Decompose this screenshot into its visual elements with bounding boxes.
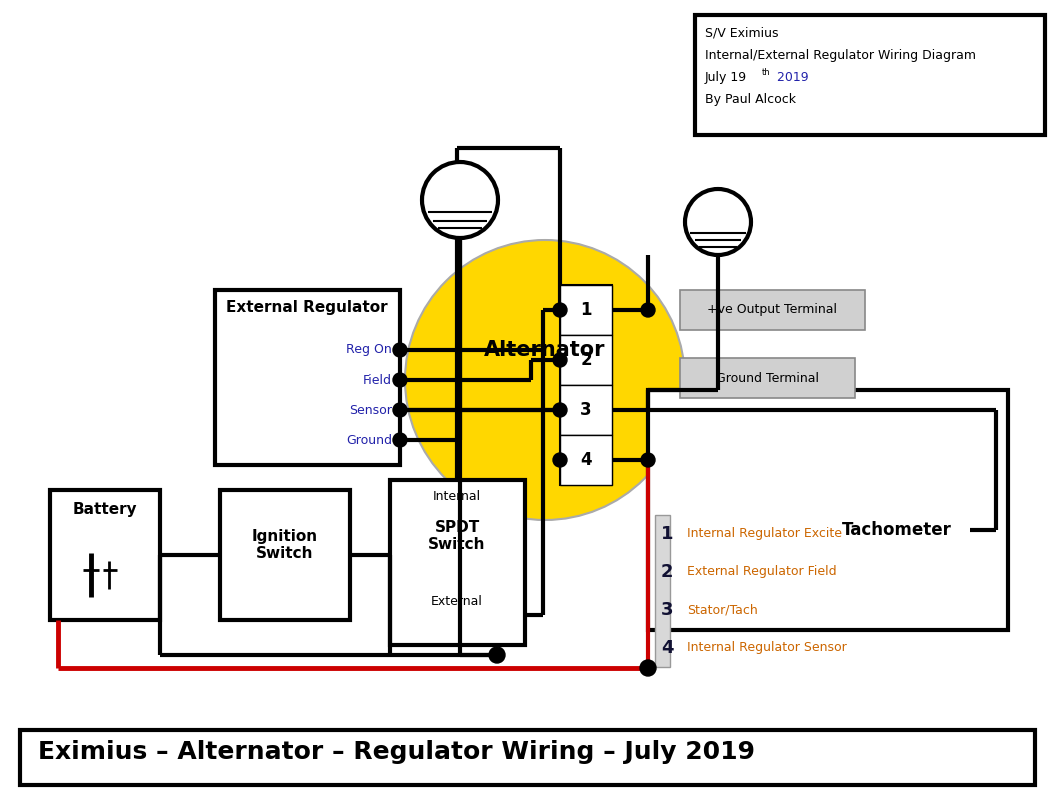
Circle shape xyxy=(394,434,406,446)
Circle shape xyxy=(685,189,751,255)
Text: Sensor: Sensor xyxy=(349,403,393,417)
Text: External Regulator Field: External Regulator Field xyxy=(687,565,837,579)
Bar xyxy=(560,285,612,335)
Circle shape xyxy=(489,647,505,663)
Text: July 19: July 19 xyxy=(705,71,747,84)
Text: Ground: Ground xyxy=(346,434,393,446)
Circle shape xyxy=(640,660,656,676)
Bar xyxy=(825,480,970,580)
Circle shape xyxy=(641,453,655,467)
Circle shape xyxy=(393,343,407,357)
Bar xyxy=(215,290,400,465)
Text: +ve Output Terminal: +ve Output Terminal xyxy=(707,303,837,317)
Circle shape xyxy=(641,303,655,317)
Text: 1: 1 xyxy=(661,525,673,543)
Text: Internal: Internal xyxy=(433,490,481,503)
Bar xyxy=(50,490,160,620)
Text: Ground Terminal: Ground Terminal xyxy=(715,372,819,384)
Bar xyxy=(695,15,1045,135)
Text: 2: 2 xyxy=(661,563,673,581)
Bar xyxy=(390,480,525,645)
Text: 3: 3 xyxy=(661,601,673,619)
Text: 4: 4 xyxy=(580,451,591,469)
Text: 4: 4 xyxy=(661,639,673,657)
Bar xyxy=(655,515,670,667)
Circle shape xyxy=(553,403,567,417)
Text: External: External xyxy=(431,595,482,608)
Circle shape xyxy=(553,453,567,467)
Text: 3: 3 xyxy=(580,401,591,419)
Bar xyxy=(20,730,1035,785)
Circle shape xyxy=(394,374,406,386)
Text: Alternator: Alternator xyxy=(485,340,606,360)
Text: Reg On: Reg On xyxy=(346,344,393,357)
Text: 2: 2 xyxy=(580,351,591,369)
Text: Field: Field xyxy=(363,373,393,387)
Bar xyxy=(560,435,612,485)
Text: Internal Regulator Excite: Internal Regulator Excite xyxy=(687,527,842,541)
Bar xyxy=(220,490,350,620)
Bar xyxy=(560,335,612,385)
Circle shape xyxy=(405,240,685,520)
Circle shape xyxy=(553,353,567,367)
Circle shape xyxy=(394,344,406,356)
Text: 1: 1 xyxy=(580,301,591,319)
Text: th: th xyxy=(762,68,770,77)
Bar xyxy=(560,285,612,485)
Circle shape xyxy=(394,404,406,416)
Bar xyxy=(680,290,865,330)
Text: Ignition
Switch: Ignition Switch xyxy=(252,529,318,561)
Text: Eximius – Alternator – Regulator Wiring – July 2019: Eximius – Alternator – Regulator Wiring … xyxy=(38,740,755,764)
Text: SPDT
Switch: SPDT Switch xyxy=(428,520,486,553)
Text: Battery: Battery xyxy=(73,502,138,517)
Text: Internal/External Regulator Wiring Diagram: Internal/External Regulator Wiring Diagr… xyxy=(705,49,975,62)
Text: Stator/Tach: Stator/Tach xyxy=(687,603,758,616)
Text: Internal Regulator Sensor: Internal Regulator Sensor xyxy=(687,642,846,654)
Circle shape xyxy=(553,303,567,317)
Text: By Paul Alcock: By Paul Alcock xyxy=(705,93,796,106)
Circle shape xyxy=(393,433,407,447)
Circle shape xyxy=(393,373,407,387)
Circle shape xyxy=(422,162,498,238)
Text: External Regulator: External Regulator xyxy=(226,300,388,315)
Text: 2019: 2019 xyxy=(773,71,808,84)
Bar xyxy=(680,358,855,398)
Text: S/V Eximius: S/V Eximius xyxy=(705,27,779,40)
Text: Tachometer: Tachometer xyxy=(842,521,952,539)
Circle shape xyxy=(393,403,407,417)
Bar xyxy=(647,390,1008,630)
Bar xyxy=(560,385,612,435)
